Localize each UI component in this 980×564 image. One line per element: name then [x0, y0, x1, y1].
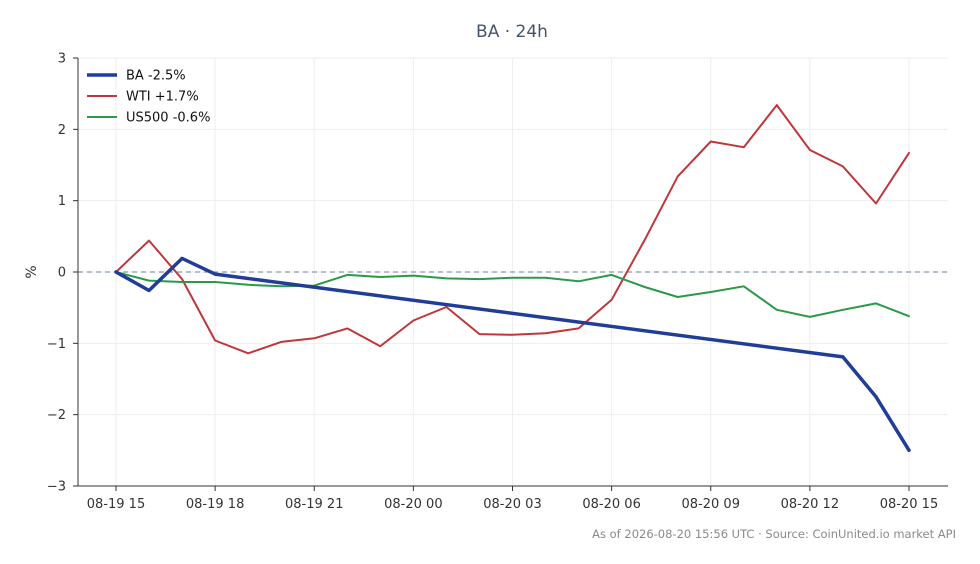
series-lines: [114, 104, 911, 453]
legend: BA -2.5% WTI +1.7% US500 -0.6%: [87, 69, 210, 126]
x-tick-label: 08-20 12: [781, 497, 839, 512]
y-tick-label: −3: [47, 480, 66, 495]
x-tick-label: 08-20 15: [880, 497, 938, 512]
x-tick-label: 08-20 09: [682, 497, 740, 512]
x-axis-ticks: 08-19 15 08-19 18 08-19 21 08-20 00 08-20 03…: [87, 486, 938, 512]
y-axis-label: %: [24, 265, 40, 278]
y-tick-label: 2: [58, 123, 66, 138]
series-line-ba: [114, 256, 911, 453]
legend-label: BA -2.5%: [126, 69, 186, 84]
x-tick-label: 08-20 06: [582, 497, 640, 512]
x-tick-label: 08-19 15: [87, 497, 145, 512]
y-tick-label: 3: [58, 52, 66, 67]
legend-label: US500 -0.6%: [126, 111, 210, 126]
x-tick-label: 08-20 03: [483, 497, 541, 512]
chart-title: BA · 24h: [476, 22, 548, 42]
y-tick-label: −1: [47, 337, 66, 352]
series-line-wti: [115, 104, 910, 355]
y-tick-label: −2: [47, 408, 66, 423]
footer-source: As of 2026-08-20 15:56 UTC · Source: Coi…: [592, 527, 956, 541]
y-tick-label: 0: [58, 266, 66, 281]
series-line-us500: [115, 271, 910, 318]
x-tick-label: 08-19 18: [186, 497, 244, 512]
y-tick-label: 1: [58, 194, 66, 209]
x-tick-label: 08-19 21: [285, 497, 343, 512]
x-tick-label: 08-20 00: [384, 497, 442, 512]
legend-label: WTI +1.7%: [126, 90, 199, 105]
y-axis-ticks: 3 2 1 0 −1 −2 −3: [47, 52, 78, 495]
